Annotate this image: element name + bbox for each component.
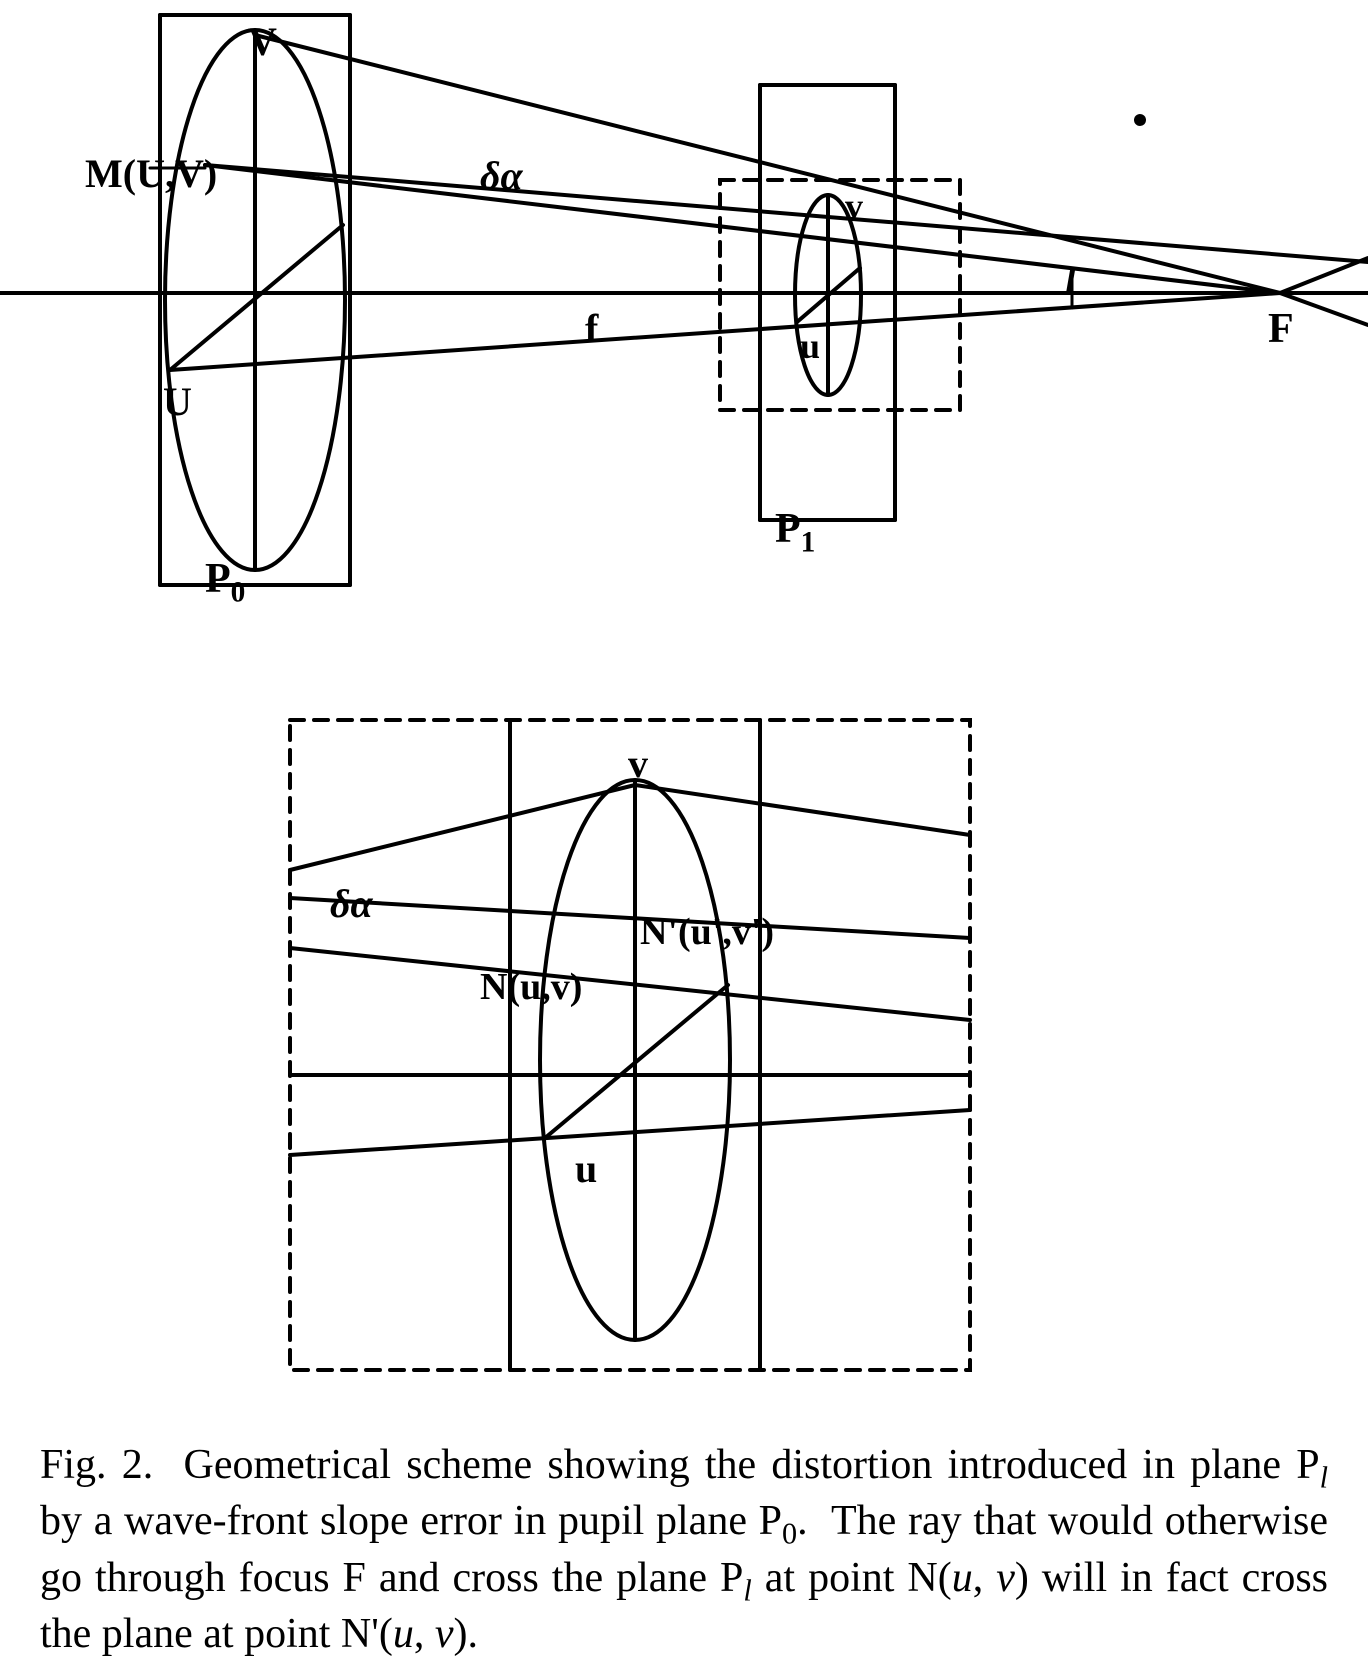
- label-delta-alpha-top: δα⃗: [480, 152, 554, 199]
- label-F: F: [1268, 305, 1294, 353]
- ray-M-deviated: [205, 165, 1368, 262]
- label-U: U: [163, 378, 192, 425]
- label-v-top: v: [845, 185, 863, 227]
- zoom-ray-bottom: [290, 1110, 970, 1155]
- label-f: f: [585, 305, 598, 352]
- figure-caption: Fig. 2. Geometrical scheme showing the d…: [40, 1440, 1328, 1660]
- label-M-UV: M(U,V): [85, 150, 217, 197]
- ray-top: [255, 35, 1280, 293]
- ray-M-main: [205, 165, 1280, 293]
- ray-bottom: [170, 293, 1280, 370]
- zoom-box-bottom: [290, 720, 970, 1370]
- dot-artifact: [1134, 114, 1146, 126]
- figure-svg: [0, 0, 1368, 1662]
- label-V: V: [248, 18, 277, 65]
- label-P1: P1: [775, 505, 815, 559]
- zoom-ray-top1: [635, 785, 970, 835]
- ray-axis-past-F: [1280, 258, 1368, 293]
- label-delta-alpha-bottom: δα⃗: [330, 880, 404, 927]
- label-u-bottom: u: [575, 1145, 597, 1192]
- zoom-ray-N: [290, 948, 970, 1020]
- label-u-top: u: [800, 325, 820, 367]
- label-P0: P0: [205, 555, 245, 609]
- label-N: N(u,v): [480, 965, 582, 1009]
- label-Nprime: N'(u',v'): [640, 910, 774, 954]
- label-v-bottom: v: [628, 740, 648, 787]
- label-l: l: [1065, 260, 1076, 304]
